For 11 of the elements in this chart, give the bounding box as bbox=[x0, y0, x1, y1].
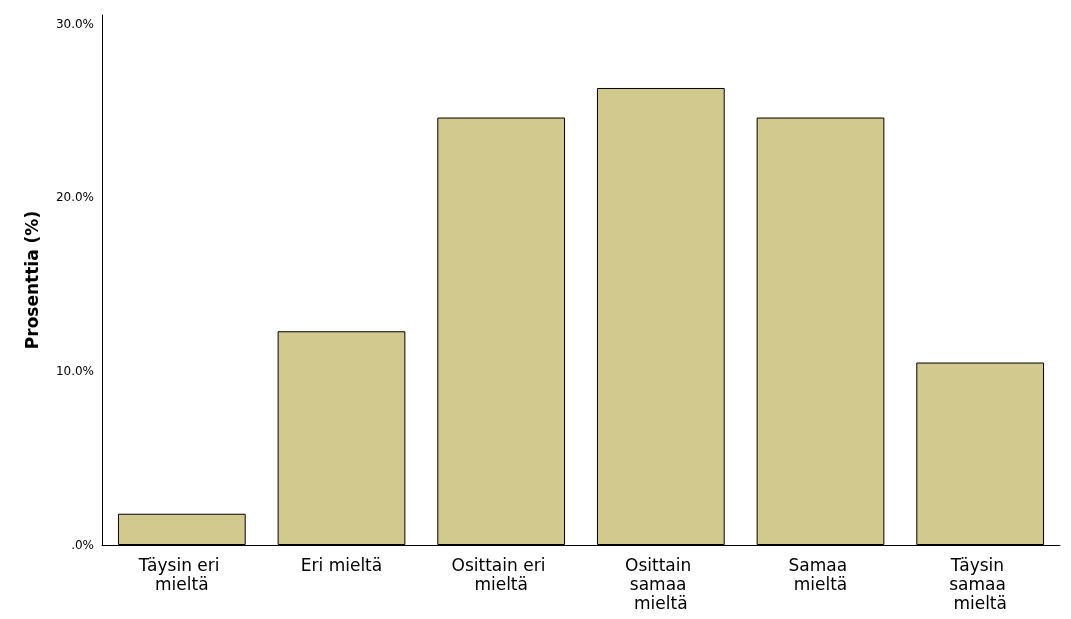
x-tick-label: Samaa mieltä bbox=[788, 554, 853, 594]
y-tick-label: 10.0% bbox=[55, 364, 94, 379]
x-tick-label: Täysin eri mieltä bbox=[137, 554, 225, 594]
y-axis-title: Prosenttia (%) bbox=[21, 210, 42, 350]
x-tick-label: Osittain samaa mieltä bbox=[625, 554, 697, 613]
y-tick-label: .0% bbox=[71, 538, 94, 552]
x-tick-label: Eri mieltä bbox=[300, 554, 383, 575]
x-tick-label: Osittain eri mieltä bbox=[451, 554, 551, 594]
y-tick-label: 30.0% bbox=[55, 16, 94, 31]
y-tick-label: 20.0% bbox=[55, 190, 94, 205]
x-tick-label: Täysin samaa mieltä bbox=[949, 554, 1012, 613]
